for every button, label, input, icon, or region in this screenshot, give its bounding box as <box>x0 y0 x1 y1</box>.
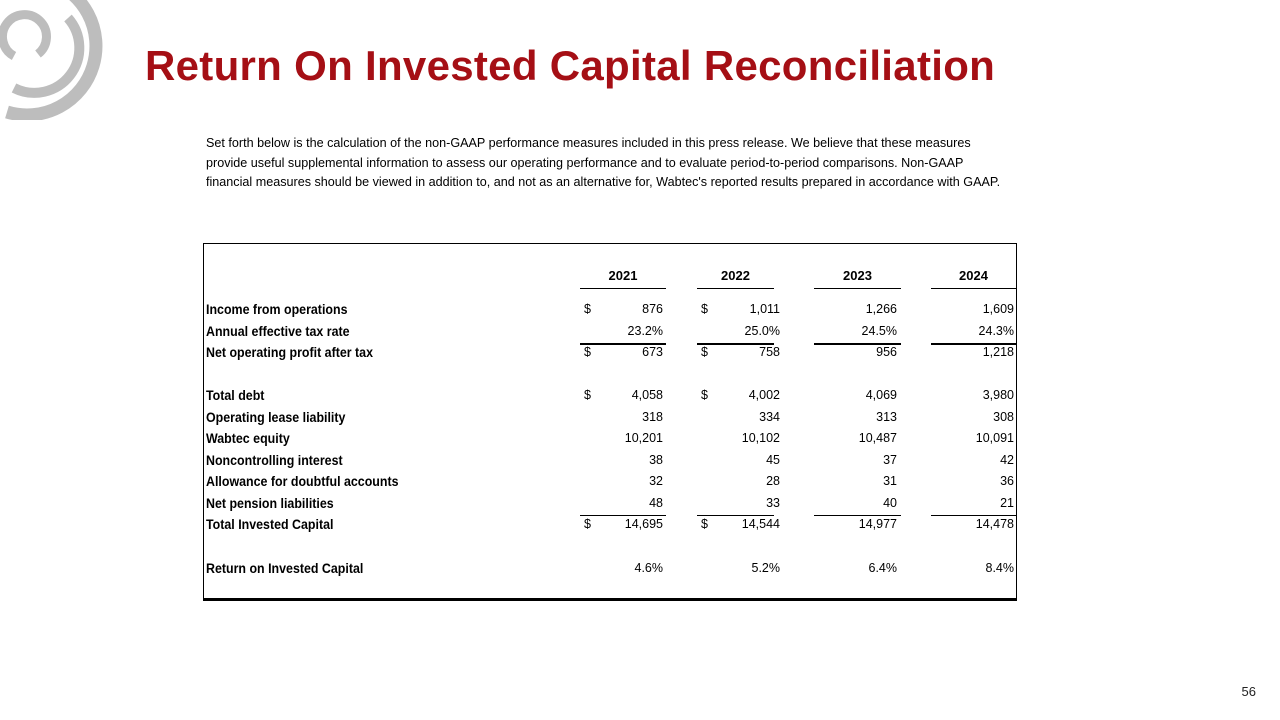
currency-symbol: $ <box>584 302 591 316</box>
page-number: 56 <box>1241 684 1256 699</box>
subtotal-rule <box>931 343 1016 345</box>
cell-value-2021: 10,201 <box>624 431 663 445</box>
row-label: Total debt <box>206 388 265 403</box>
cell-value-2022: 5.2% <box>751 561 781 575</box>
row-label: Net operating profit after tax <box>206 345 374 360</box>
cell-value-2024: 1,218 <box>982 345 1014 359</box>
subtotal-rule <box>814 515 901 516</box>
cell-value-2024: 3,980 <box>982 388 1014 402</box>
cell-value-2022: 334 <box>759 410 780 424</box>
cell-value-2021: 673 <box>642 345 663 359</box>
table-row: Wabtec equity 10,201 10,102 10,487 10,091 <box>204 431 1016 451</box>
year-header-2024: 2024 <box>959 268 988 283</box>
slide-title: Return On Invested Capital Reconciliatio… <box>145 42 996 89</box>
header-row: 2021 2022 2023 2024 <box>204 268 1016 288</box>
cell-value-2023: 14,977 <box>858 517 897 531</box>
cell-value-2024: 308 <box>993 410 1014 424</box>
cell-value-2024: 1,609 <box>982 302 1014 316</box>
row-label: Annual effective tax rate <box>206 324 350 339</box>
table-row: Total debt $4,058 $4,002 4,069 3,980 <box>204 388 1016 408</box>
cell-value-2021: 48 <box>649 496 663 510</box>
currency-symbol: $ <box>584 517 591 531</box>
currency-symbol: $ <box>701 345 708 359</box>
table-row: Return on Invested Capital 4.6% 5.2% 6.4% 8.… <box>204 561 1016 581</box>
currency-symbol: $ <box>701 517 708 531</box>
subtotal-rule <box>931 515 1016 516</box>
currency-symbol: $ <box>701 388 708 402</box>
table-row: Net operating profit after tax $673 $758 95… <box>204 345 1016 365</box>
currency-symbol: $ <box>584 388 591 402</box>
cell-value-2024: 21 <box>1000 496 1014 510</box>
cell-value-2021: 4,058 <box>631 388 663 402</box>
cell-value-2023: 1,266 <box>865 302 897 316</box>
table-row: Income from operations $876 $1,011 1,266 1,6… <box>204 302 1016 322</box>
cell-value-2024: 14,478 <box>975 517 1014 531</box>
header-underline <box>814 288 901 289</box>
row-label: Net pension liabilities <box>206 496 334 511</box>
table-row: Noncontrolling interest 38 45 37 42 <box>204 453 1016 473</box>
currency-symbol: $ <box>701 302 708 316</box>
year-header-2021: 2021 <box>608 268 638 283</box>
header-underline <box>580 288 666 289</box>
year-header-2022: 2022 <box>721 268 750 283</box>
cell-value-2023: 956 <box>876 345 897 359</box>
cell-value-2022: 10,102 <box>741 431 780 445</box>
cell-value-2023: 24.5% <box>861 324 897 338</box>
cell-value-2024: 42 <box>1000 453 1014 467</box>
table-row: Allowance for doubtful accounts 32 28 31 36 <box>204 474 1016 494</box>
row-label: Total Invested Capital <box>206 517 334 532</box>
cell-value-2021: 32 <box>649 474 663 488</box>
row-label: Wabtec equity <box>206 431 290 446</box>
subtotal-rule <box>697 515 774 516</box>
roic-table: 2021 2022 2023 2024 Income from operations $8… <box>203 243 1017 601</box>
table-row: Net pension liabilities 48 33 40 21 <box>204 496 1016 516</box>
cell-value-2022: 1,011 <box>749 302 780 316</box>
cell-value-2023: 37 <box>883 453 897 467</box>
subtotal-rule <box>697 343 774 345</box>
cell-value-2024: 36 <box>1000 474 1014 488</box>
cell-value-2024: 24.3% <box>978 324 1014 338</box>
cell-value-2024: 10,091 <box>975 431 1014 445</box>
cell-value-2021: 876 <box>642 302 663 316</box>
cell-value-2021: 4.6% <box>634 561 664 575</box>
subtotal-rule <box>580 343 666 345</box>
row-label: Income from operations <box>206 302 348 317</box>
intro-paragraph: Set forth below is the calculation of th… <box>206 136 1001 189</box>
cell-value-2022: 33 <box>766 496 780 510</box>
table-row: Annual effective tax rate 23.2% 25.0% 24.5%… <box>204 324 1016 344</box>
cell-value-2023: 31 <box>883 474 897 488</box>
cell-value-2023: 40 <box>883 496 897 510</box>
table-row: Total Invested Capital $14,695 $14,544 14,9… <box>204 517 1016 537</box>
row-label: Operating lease liability <box>206 410 346 425</box>
cell-value-2023: 313 <box>876 410 897 424</box>
cell-value-2023: 10,487 <box>858 431 897 445</box>
cell-value-2021: 38 <box>649 453 663 467</box>
row-label: Allowance for doubtful accounts <box>206 474 399 489</box>
year-header-2023: 2023 <box>843 268 872 283</box>
cell-value-2021: 23.2% <box>627 324 663 338</box>
cell-value-2023: 4,069 <box>865 388 897 402</box>
cell-value-2022: 14,544 <box>741 517 780 531</box>
subtotal-rule <box>580 515 666 516</box>
cell-value-2022: 45 <box>766 453 780 467</box>
cell-value-2021: 14,695 <box>624 517 663 531</box>
cell-value-2024: 8.4% <box>985 561 1015 575</box>
cell-value-2022: 28 <box>766 474 780 488</box>
cell-value-2021: 318 <box>642 410 663 424</box>
cell-value-2023: 6.4% <box>868 561 898 575</box>
table-row: Operating lease liability 318 334 313 308 <box>204 410 1016 430</box>
header-underline <box>931 288 1016 289</box>
row-label: Noncontrolling interest <box>206 453 343 468</box>
cell-value-2022: 25.0% <box>744 324 780 338</box>
currency-symbol: $ <box>584 345 591 359</box>
cell-value-2022: 4,002 <box>748 388 780 402</box>
company-logo <box>0 0 103 120</box>
cell-value-2022: 758 <box>759 345 780 359</box>
header-underline <box>697 288 774 289</box>
subtotal-rule <box>814 343 901 345</box>
row-label: Return on Invested Capital <box>206 561 364 576</box>
